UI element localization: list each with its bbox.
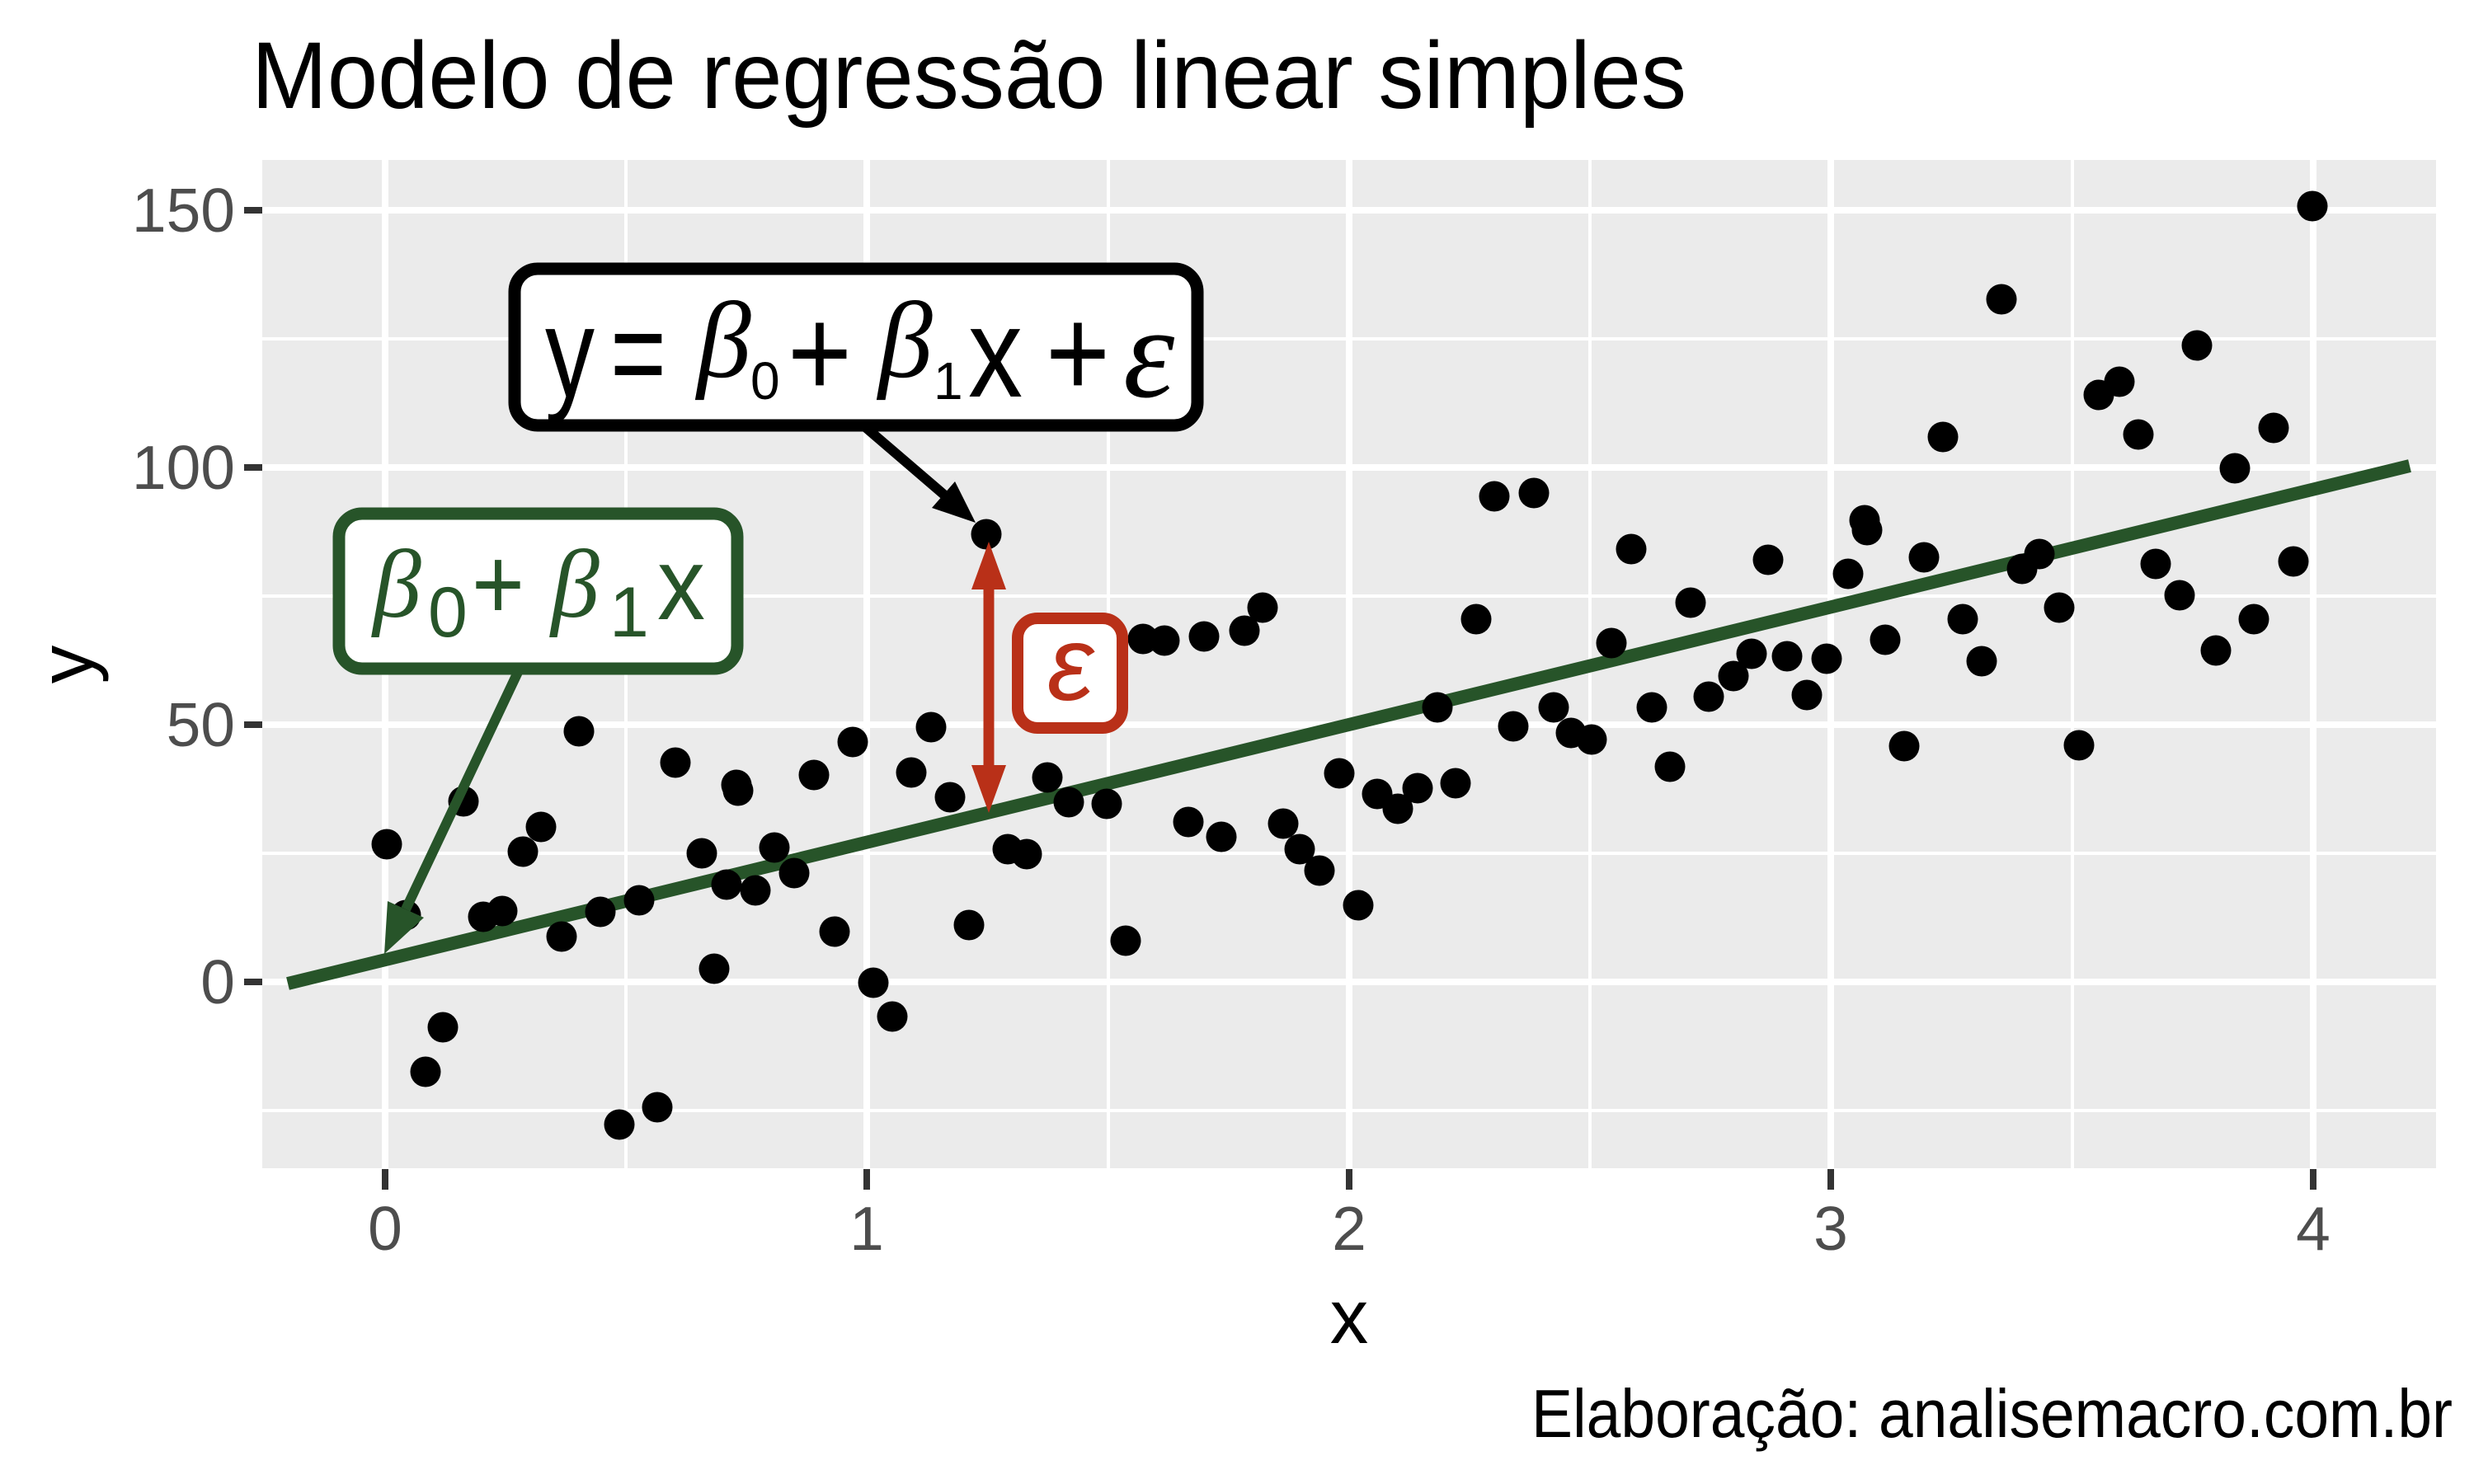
svg-text:0: 0 xyxy=(200,947,235,1017)
svg-text:ε: ε xyxy=(1047,605,1095,723)
svg-text:y: y xyxy=(23,645,109,683)
svg-text:β0+β1x: β0+ β 1x xyxy=(371,528,705,652)
svg-text:50: 50 xyxy=(167,690,235,759)
svg-text:2: 2 xyxy=(1332,1194,1366,1263)
svg-text:150: 150 xyxy=(132,176,235,245)
svg-text:3: 3 xyxy=(1813,1194,1848,1263)
svg-text:y=β0+β1x+ε: y = β0+ β1x + ε xyxy=(545,279,1175,425)
svg-text:4: 4 xyxy=(2296,1194,2331,1263)
svg-text:100: 100 xyxy=(132,433,235,502)
svg-text:1: 1 xyxy=(849,1194,884,1263)
svg-text:Modelo de regressão linear sim: Modelo de regressão linear simples xyxy=(252,23,1686,129)
svg-text:x: x xyxy=(1330,1274,1369,1360)
svg-text:Elaboração: analisemacro.com.b: Elaboração: analisemacro.com.br xyxy=(1531,1375,2453,1452)
svg-text:0: 0 xyxy=(368,1194,402,1263)
